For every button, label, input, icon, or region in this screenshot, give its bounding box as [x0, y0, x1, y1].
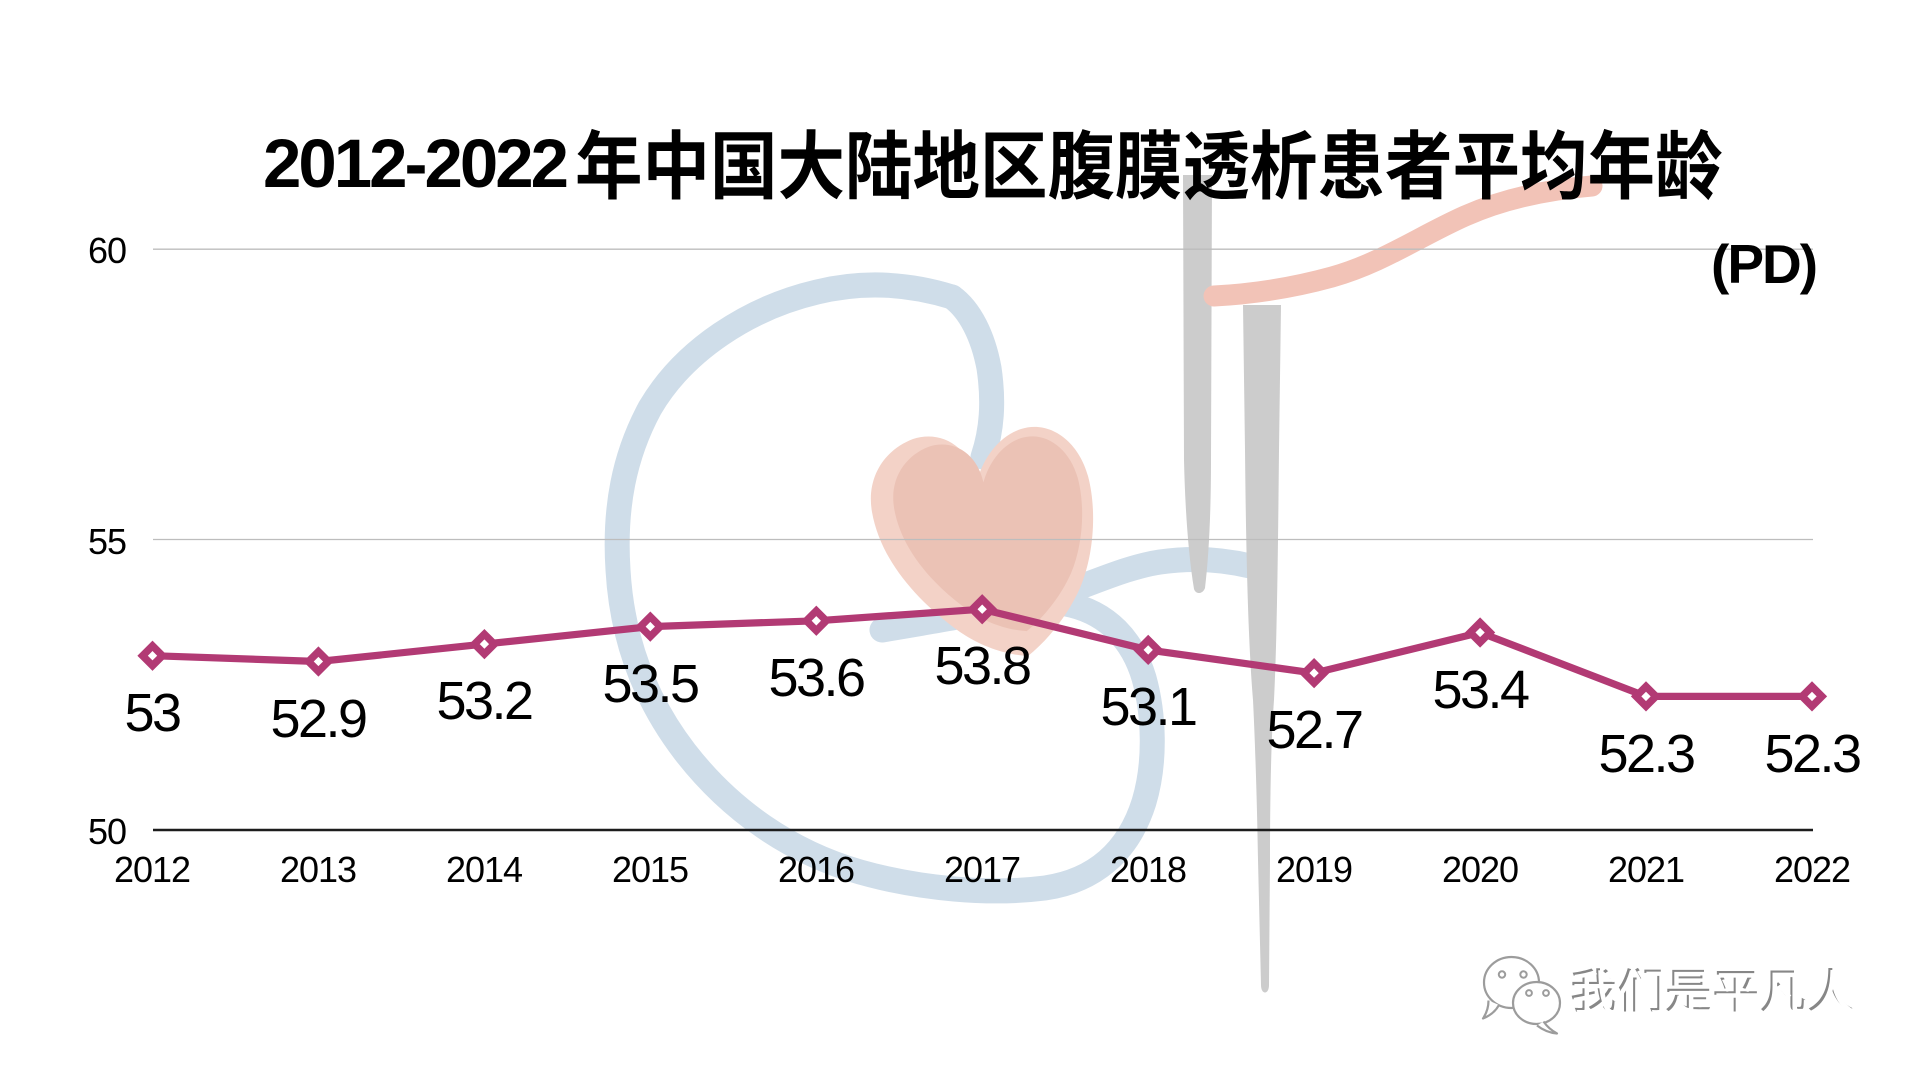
svg-text:(PD): (PD) [1711, 233, 1816, 295]
svg-text:2012-2022: 2012-2022 [263, 125, 567, 202]
